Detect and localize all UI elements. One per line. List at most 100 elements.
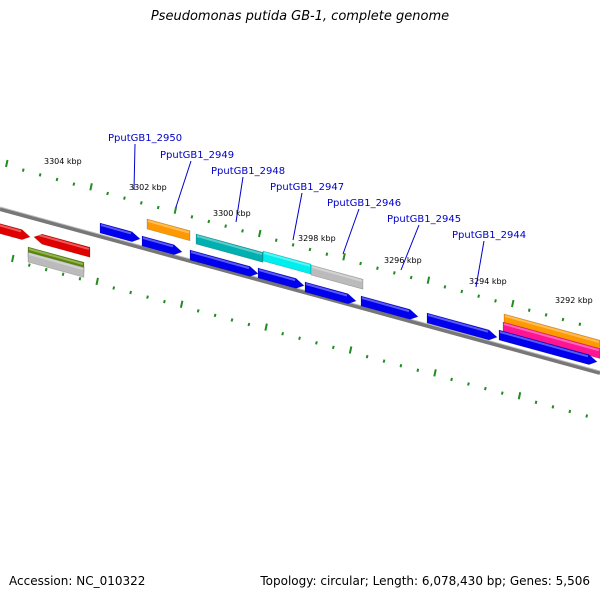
tick-mark: [392, 271, 396, 275]
gene-feature: [189, 249, 259, 277]
tick-mark: [365, 354, 369, 359]
leader-line: [235, 176, 244, 223]
leader-line: [342, 208, 360, 255]
gene-label: PputGB1_2946: [327, 198, 401, 209]
tick-mark: [348, 346, 353, 354]
tick-mark: [5, 159, 9, 168]
tick-mark: [281, 331, 285, 336]
tick-mark: [55, 177, 59, 182]
genome-backbone: [0, 207, 600, 375]
tick-mark: [494, 299, 497, 303]
gene-feature: [33, 233, 91, 258]
tick-mark: [72, 182, 76, 186]
gene-feature: [141, 235, 183, 256]
tick-mark: [527, 308, 531, 312]
gene-label: PputGB1_2947: [270, 182, 344, 193]
tick-mark: [443, 285, 447, 289]
tick-mark: [21, 168, 25, 172]
gene-feature-highlight: [28, 253, 84, 270]
tick-mark: [264, 323, 268, 331]
tick-mark: [129, 290, 133, 295]
gene-feature-highlight: [504, 315, 600, 343]
tick-mark: [163, 299, 166, 304]
tick-mark: [568, 409, 572, 414]
tick-mark: [467, 382, 470, 386]
feature-track: [0, 218, 600, 365]
tick-mark: [247, 322, 251, 327]
gene-feature-highlight: [34, 233, 90, 250]
tick-mark: [78, 277, 82, 281]
genome-summary-text: Topology: circular; Length: 6,078,430 bp…: [260, 574, 590, 588]
tick-mark: [27, 263, 31, 267]
gene-feature: [503, 313, 600, 351]
gene-feature: [27, 251, 85, 278]
tick-mark: [342, 253, 346, 261]
tick-mark: [376, 266, 379, 270]
tick-mark: [325, 252, 329, 256]
tick-mark: [173, 206, 178, 214]
kbp-label: 3302 kbp: [129, 183, 167, 192]
gene-feature: [146, 218, 191, 242]
gene-label: PputGB1_2948: [211, 166, 285, 177]
tick-mark: [274, 238, 278, 242]
gene-feature-highlight: [196, 235, 263, 256]
tick-mark: [534, 400, 538, 405]
gene-feature-highlight: [499, 331, 589, 358]
tick-mark: [578, 322, 582, 326]
gene-feature: [304, 281, 357, 305]
inner-tick-ring: [11, 254, 589, 418]
tick-mark: [585, 414, 589, 418]
gene-label: PputGB1_2944: [452, 230, 526, 241]
tick-mark: [450, 377, 453, 382]
tick-mark: [179, 300, 184, 308]
tick-mark: [426, 276, 431, 284]
accession-text: Accession: NC_010322: [9, 574, 146, 588]
tick-mark: [399, 363, 403, 368]
tick-mark: [230, 318, 234, 322]
outer-tick-ring: [5, 159, 582, 326]
tick-mark: [544, 313, 548, 317]
leader-line: [475, 240, 485, 288]
gene-label: PputGB1_2950: [108, 133, 182, 144]
kbp-label: 3304 kbp: [44, 157, 82, 166]
gene-feature-highlight: [190, 251, 250, 270]
tick-mark: [483, 386, 487, 391]
tick-mark: [561, 317, 565, 322]
kbp-label: 3300 kbp: [213, 209, 251, 218]
leader-line: [400, 224, 420, 271]
tick-mark: [11, 254, 15, 263]
gene-feature-highlight: [0, 224, 22, 233]
tick-mark: [112, 286, 116, 290]
gene-feature: [426, 312, 498, 341]
gene-feature-highlight: [258, 269, 296, 282]
tick-mark: [38, 173, 42, 177]
tick-mark: [156, 205, 160, 210]
gene-feature: [99, 222, 141, 243]
tick-mark: [460, 289, 464, 294]
gene-feature: [360, 295, 419, 320]
tick-mark: [123, 196, 126, 200]
kbp-label: 3292 kbp: [555, 296, 593, 305]
tick-mark: [196, 309, 200, 313]
tick-mark: [291, 243, 295, 247]
map-title: Pseudomonas putida GB-1, complete genome: [150, 9, 450, 24]
gene-feature-highlight: [361, 297, 410, 313]
gene-feature: [195, 233, 264, 263]
tick-mark: [213, 313, 217, 318]
gene-feature-highlight: [100, 224, 132, 235]
tick-mark: [409, 275, 413, 280]
gene-label: PputGB1_2945: [387, 214, 461, 225]
tick-mark: [500, 391, 504, 395]
tick-mark: [315, 341, 318, 345]
gene-feature-highlight: [142, 237, 174, 248]
leader-line: [175, 160, 192, 208]
tick-mark: [146, 295, 149, 299]
tick-mark: [95, 277, 99, 286]
gene-feature: [502, 321, 600, 359]
tick-mark: [511, 299, 515, 308]
tick-mark: [61, 272, 65, 276]
tick-mark: [207, 219, 211, 224]
leader-line: [292, 192, 303, 241]
gene-feature: [498, 329, 598, 365]
